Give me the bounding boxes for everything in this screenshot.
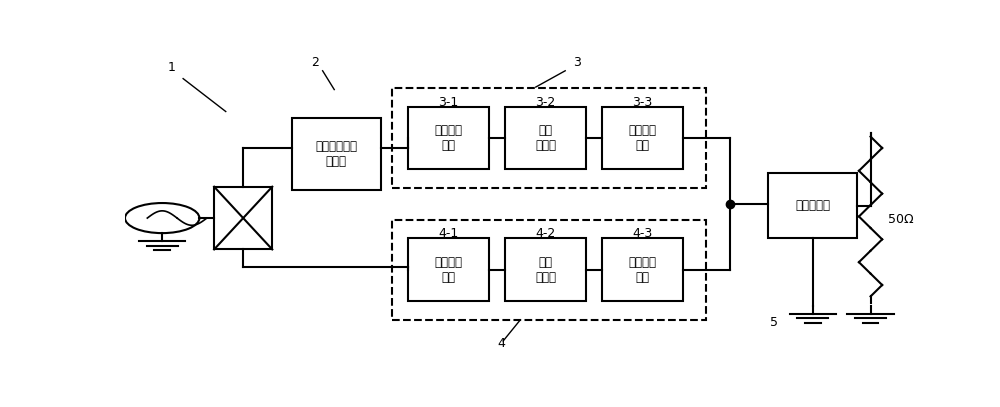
Bar bbox=[505, 239, 586, 301]
Bar bbox=[602, 239, 683, 301]
Bar bbox=[505, 107, 586, 169]
Bar bbox=[392, 220, 706, 320]
Text: 3-2: 3-2 bbox=[535, 96, 556, 109]
Bar bbox=[768, 173, 857, 239]
Text: 2: 2 bbox=[311, 56, 319, 69]
Text: 5: 5 bbox=[770, 316, 778, 329]
Text: 4-2: 4-2 bbox=[535, 227, 556, 240]
Text: 峰值
放大器: 峰值 放大器 bbox=[535, 256, 556, 284]
Text: 载波功放相位
补偿线: 载波功放相位 补偿线 bbox=[315, 140, 357, 168]
Text: 4: 4 bbox=[497, 337, 505, 350]
Bar bbox=[408, 107, 489, 169]
Text: 4-1: 4-1 bbox=[438, 227, 459, 240]
Bar bbox=[214, 187, 272, 249]
Bar bbox=[292, 118, 381, 190]
Text: 后匹配电路: 后匹配电路 bbox=[795, 199, 830, 212]
Text: 输出匹配
网络: 输出匹配 网络 bbox=[628, 256, 656, 284]
Text: 输出匹配
网络: 输出匹配 网络 bbox=[628, 124, 656, 152]
Text: 3-3: 3-3 bbox=[632, 96, 652, 109]
Text: 1: 1 bbox=[168, 61, 176, 74]
Text: 4-3: 4-3 bbox=[632, 227, 652, 240]
Bar bbox=[408, 239, 489, 301]
Text: 输入匹配
网络: 输入匹配 网络 bbox=[435, 256, 463, 284]
Bar bbox=[602, 107, 683, 169]
Text: 输入匹配
网络: 输入匹配 网络 bbox=[435, 124, 463, 152]
Text: 3: 3 bbox=[573, 56, 581, 69]
Bar bbox=[392, 88, 706, 188]
Text: 3-1: 3-1 bbox=[438, 96, 459, 109]
Text: 载波
放大器: 载波 放大器 bbox=[535, 124, 556, 152]
Text: 50Ω: 50Ω bbox=[888, 213, 913, 226]
